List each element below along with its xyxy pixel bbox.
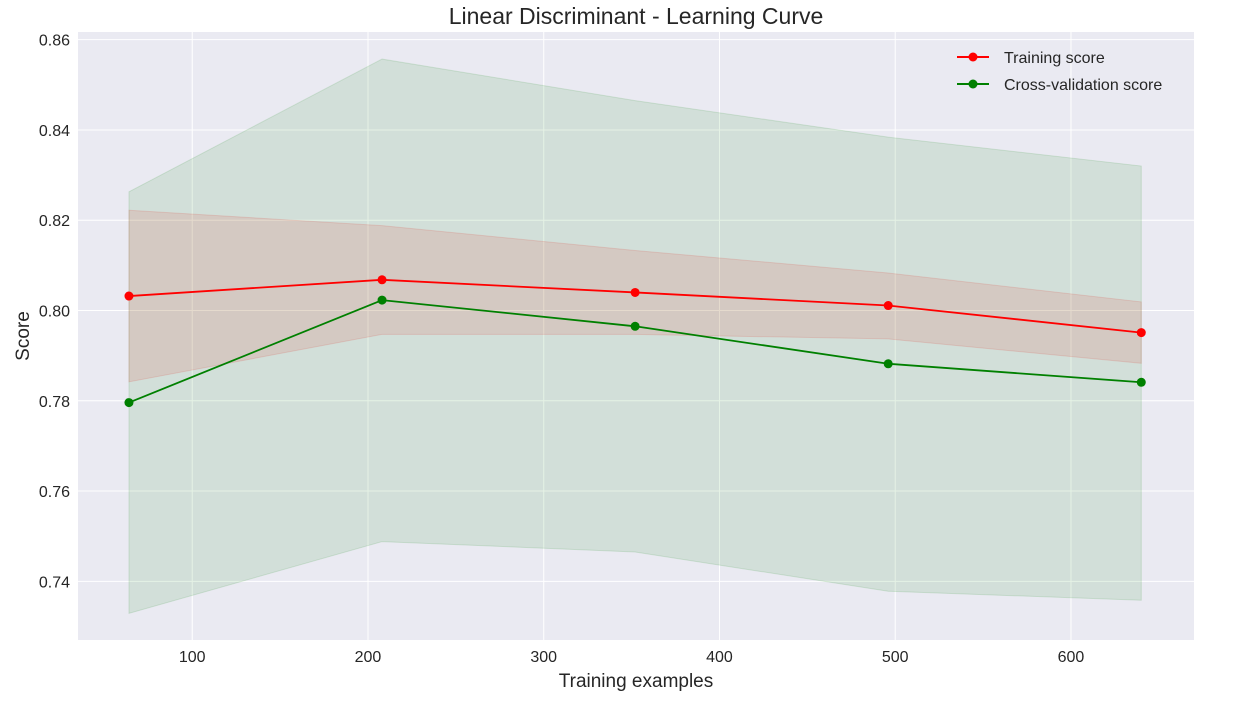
cross-validation-score-point	[883, 359, 893, 369]
y-tick-label: 0.80	[39, 303, 70, 320]
plot-area	[78, 32, 1194, 640]
chart-title: Linear Discriminant - Learning Curve	[449, 3, 824, 29]
legend-cv-label: Cross-validation score	[1004, 77, 1162, 94]
y-tick-label: 0.82	[39, 213, 70, 230]
training-score-point	[883, 301, 893, 311]
training-score-point	[630, 287, 640, 297]
x-tick-label: 300	[530, 649, 557, 666]
x-tick-label: 600	[1058, 649, 1085, 666]
x-tick-label: 500	[882, 649, 909, 666]
y-tick-label: 0.86	[39, 33, 70, 50]
y-tick-labels: 0.74 0.76 0.78 0.80 0.82 0.84 0.86	[39, 33, 70, 592]
series-points	[124, 275, 1146, 408]
x-tick-label: 100	[179, 649, 206, 666]
x-tick-label: 400	[706, 649, 733, 666]
cross-validation-score-point	[377, 295, 387, 305]
training-score-point	[124, 291, 134, 301]
training-score-point	[377, 275, 387, 285]
y-tick-label: 0.84	[39, 123, 70, 140]
legend-cv-marker	[968, 79, 978, 89]
x-tick-labels: 100 200 300 400 500 600	[179, 649, 1085, 666]
cross-validation-score-point	[1136, 377, 1146, 387]
grid-lines	[78, 32, 1194, 640]
x-axis-title: Training examples	[559, 671, 714, 692]
x-tick-label: 200	[355, 649, 382, 666]
legend-training-label: Training score	[1004, 50, 1105, 67]
legend-training-marker	[968, 52, 978, 62]
cross-validation-score-band	[128, 58, 1142, 615]
cross-validation-score-point	[630, 321, 640, 331]
y-tick-label: 0.76	[39, 484, 70, 501]
y-tick-label: 0.78	[39, 394, 70, 411]
y-axis-title: Score	[13, 311, 34, 361]
training-score-point	[1136, 328, 1146, 338]
cross-validation-score-point	[124, 398, 134, 408]
legend: Training score Cross-validation score	[957, 50, 1162, 94]
y-tick-label: 0.74	[39, 574, 70, 591]
